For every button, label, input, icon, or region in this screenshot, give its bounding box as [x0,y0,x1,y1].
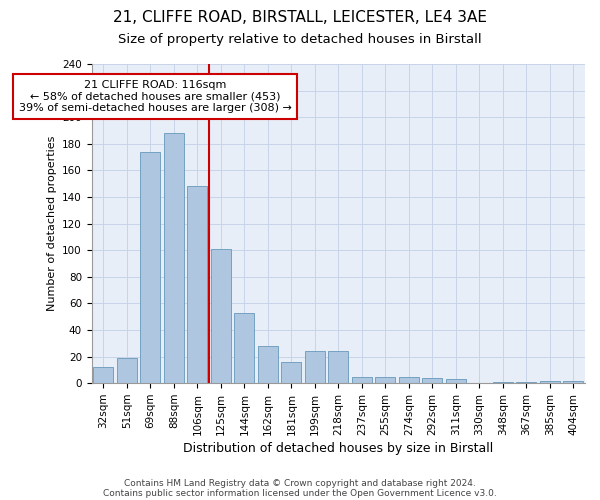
Bar [211,249,231,383]
Bar [328,352,349,383]
Bar [493,382,513,383]
Bar [352,376,372,383]
Bar [94,367,113,383]
Bar [422,378,442,383]
Bar [258,346,278,383]
Bar [235,312,254,383]
Bar [399,376,419,383]
Bar [563,380,583,383]
Text: 21 CLIFFE ROAD: 116sqm
← 58% of detached houses are smaller (453)
39% of semi-de: 21 CLIFFE ROAD: 116sqm ← 58% of detached… [19,80,292,113]
X-axis label: Distribution of detached houses by size in Birstall: Distribution of detached houses by size … [183,442,493,455]
Bar [281,362,301,383]
Bar [305,352,325,383]
Bar [187,186,208,383]
Bar [376,376,395,383]
Bar [516,382,536,383]
Text: 21, CLIFFE ROAD, BIRSTALL, LEICESTER, LE4 3AE: 21, CLIFFE ROAD, BIRSTALL, LEICESTER, LE… [113,10,487,25]
Text: Contains public sector information licensed under the Open Government Licence v3: Contains public sector information licen… [103,488,497,498]
Bar [117,358,137,383]
Bar [140,152,160,383]
Bar [164,133,184,383]
Text: Contains HM Land Registry data © Crown copyright and database right 2024.: Contains HM Land Registry data © Crown c… [124,478,476,488]
Y-axis label: Number of detached properties: Number of detached properties [47,136,56,312]
Text: Size of property relative to detached houses in Birstall: Size of property relative to detached ho… [118,32,482,46]
Bar [540,380,560,383]
Bar [446,379,466,383]
